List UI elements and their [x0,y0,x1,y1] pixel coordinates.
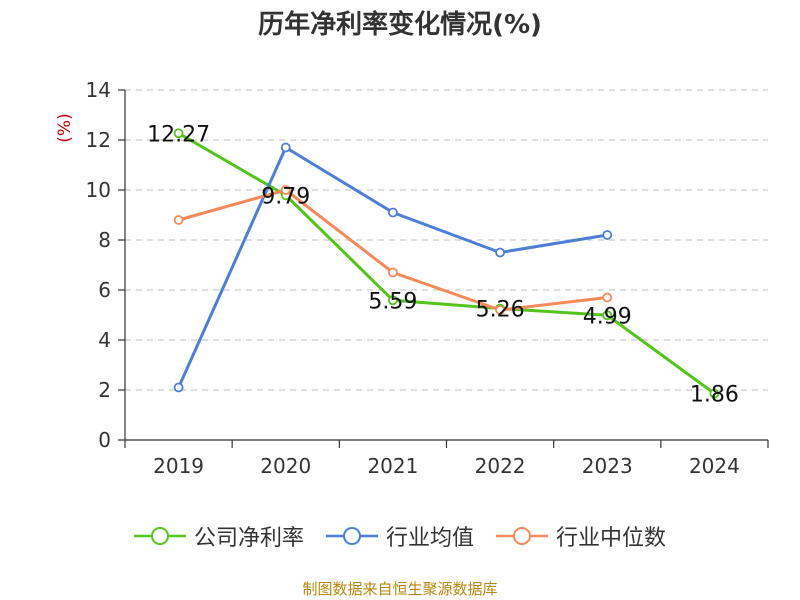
x-tick-label: 2024 [689,454,740,478]
data-label: 5.26 [476,298,525,323]
legend-marker-icon [133,527,186,545]
chart-title: 历年净利率变化情况(%) [258,10,542,40]
data-point [173,382,184,393]
x-tick-label: 2021 [367,454,418,478]
y-tick-label: 10 [86,178,111,202]
source-note: 制图数据来自恒生聚源数据库 [302,580,498,598]
data-point [602,292,613,303]
y-tick-label: 8 [98,228,111,252]
y-tick-label: 12 [86,128,111,152]
y-tick-label: 6 [98,278,111,302]
y-tick-label: 14 [86,78,111,102]
x-tick-label: 2023 [582,454,633,478]
data-label: 4.99 [583,304,632,329]
legend-marker-icon [325,527,378,545]
series-line-0 [177,131,716,395]
legend-marker-icon [496,527,548,545]
data-point [602,310,613,321]
data-label: 12.27 [147,122,210,147]
data-point [495,305,505,315]
data-point [388,295,398,306]
data-point [280,185,291,195]
y-axis-label: (%) [55,113,75,142]
legend-label: 公司净利率 [193,526,304,551]
legend-item[interactable]: 公司净利率 [133,520,304,552]
data-point [709,388,720,399]
data-point [280,142,291,153]
y-tick-label: 2 [98,378,111,402]
legend-item[interactable]: 行业均值 [325,520,474,552]
legend: 公司净利率 行业均值 行业中位数 [0,520,800,552]
data-point [388,207,398,218]
data-point [602,230,613,240]
legend-label: 行业中位数 [556,526,667,551]
y-tick-label: 4 [98,328,111,352]
data-point [388,267,398,278]
data-point [173,128,184,139]
series-line-1 [177,146,608,389]
x-tick-label: 2020 [260,454,311,478]
data-label: 9.79 [261,184,310,209]
data-point [173,215,184,225]
legend-label: 行业均值 [385,526,474,551]
x-tick-label: 2022 [475,454,526,478]
data-label: 1.86 [690,383,739,408]
x-tick-label: 2019 [153,454,204,478]
data-label: 5.59 [368,289,417,314]
legend-item[interactable]: 行业中位数 [496,520,666,552]
data-point [495,247,505,258]
y-tick-label: 0 [98,428,111,452]
